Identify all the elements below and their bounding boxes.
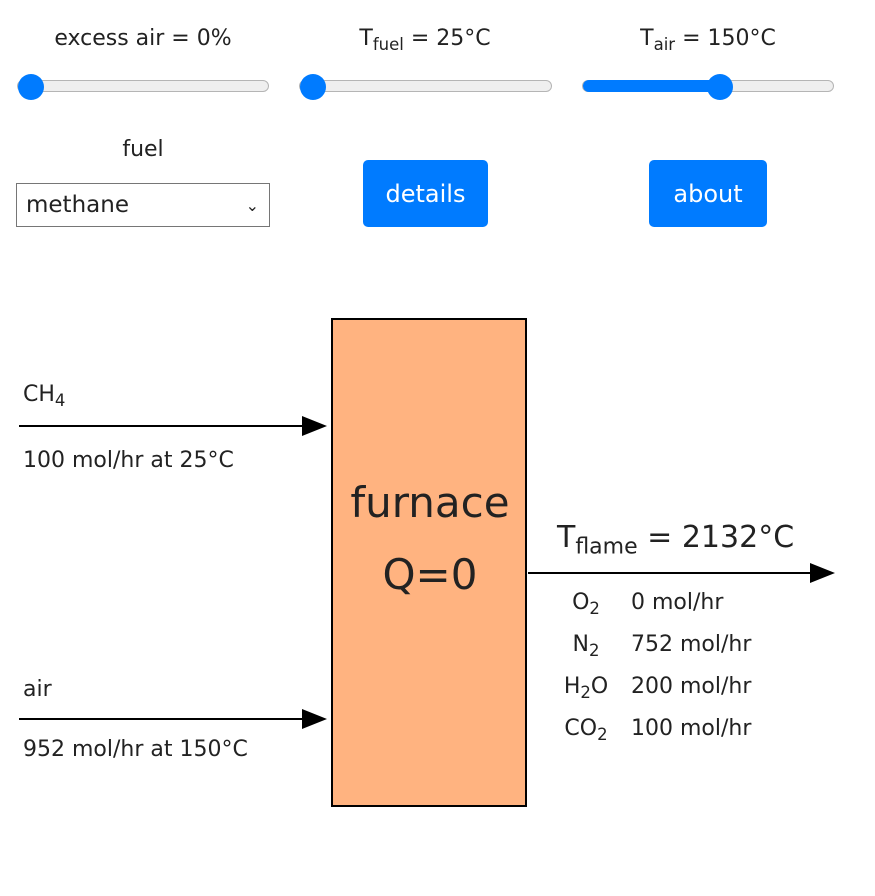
- arrow-head-icon: [810, 563, 835, 583]
- fuel-label: fuel: [122, 137, 164, 162]
- details-button[interactable]: details: [363, 160, 488, 227]
- component-flow: 200 mol/hr: [631, 674, 752, 699]
- slider-thumb[interactable]: [18, 74, 44, 100]
- fuel-stream-label: CH4: [23, 382, 66, 410]
- arrow-head-icon: [302, 416, 327, 436]
- t-air-label: Tair = 150°C: [640, 26, 776, 54]
- furnace-title: furnace: [350, 478, 510, 527]
- furnace-box: [331, 318, 527, 807]
- arrow-head-icon: [302, 709, 327, 729]
- flame-temperature: Tflame = 2132°C: [557, 520, 795, 560]
- excess-air-label: excess air = 0%: [54, 26, 232, 51]
- component-flow: 752 mol/hr: [631, 632, 752, 657]
- air-stream-label: air: [23, 677, 52, 702]
- air-stream-flow: 952 mol/hr at 150°C: [23, 737, 248, 762]
- fuel-select[interactable]: methane ⌄: [16, 183, 270, 227]
- furnace-q: Q=0: [382, 550, 478, 599]
- component-formula: H2O: [563, 674, 609, 702]
- t-air-slider[interactable]: [582, 74, 834, 100]
- t-fuel-label: Tfuel = 25°C: [359, 26, 491, 54]
- component-formula: CO2: [564, 716, 608, 744]
- chevron-down-icon: ⌄: [245, 195, 259, 215]
- component-formula: N2: [572, 632, 600, 660]
- component-flow: 100 mol/hr: [631, 716, 752, 741]
- fuel-select-value: methane: [26, 192, 129, 218]
- t-fuel-slider[interactable]: [299, 74, 552, 100]
- slider-thumb[interactable]: [300, 74, 326, 100]
- slider-thumb[interactable]: [707, 74, 734, 100]
- component-flow: 0 mol/hr: [631, 590, 724, 615]
- component-formula: O2: [572, 590, 600, 618]
- fuel-stream-flow: 100 mol/hr at 25°C: [23, 448, 234, 473]
- excess-air-slider[interactable]: [17, 74, 269, 100]
- about-button[interactable]: about: [649, 160, 767, 227]
